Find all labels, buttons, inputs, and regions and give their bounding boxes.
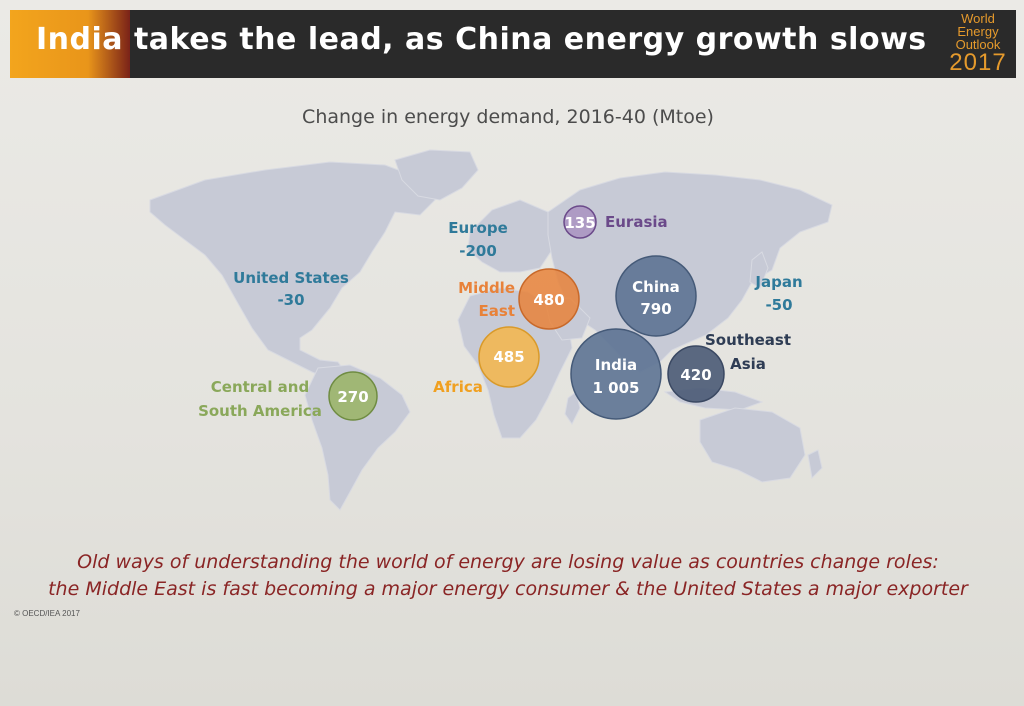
india-name: India [595,356,637,374]
central-south-america-value: 270 [337,388,368,406]
logo-line-1: World [961,11,995,26]
middle-east-bubble [518,268,580,330]
china-value: 790 [640,300,671,318]
india-bubble [570,328,662,420]
southeast-asia-name-line1: Southeast [705,331,791,349]
africa-name: Africa [433,378,483,396]
central-south-america-bubble [328,371,378,421]
middle-east-name-line2: East [479,302,515,320]
eurasia-value: 135 [564,214,595,232]
world-energy-outlook-logo: World Energy Outlook 2017 [948,12,1008,76]
banner-accent [10,10,130,78]
united-states-value: -30 [277,291,304,309]
southeast-asia-value: 420 [680,366,711,384]
copyright-notice: © OECD/IEA 2017 [14,609,80,618]
middle-east-name-line1: Middle [458,279,515,297]
world-landmass [149,149,833,511]
southeast-asia-name-line2: Asia [730,355,766,373]
new-zealand-landmass [807,449,823,480]
map-subtitle: Change in energy demand, 2016-40 (Mtoe) [302,106,714,128]
india-value: 1 005 [593,379,640,397]
china-name: China [632,278,680,296]
central-south-america-name-line2: South America [198,402,322,420]
japan-value: -50 [765,296,792,314]
africa-bubble [478,326,540,388]
china-bubble [615,255,697,337]
header-banner: India takes the lead, as China energy gr… [10,10,1016,78]
united-states-name: United States [233,269,349,287]
japan-landmass [749,251,769,289]
japan-name: Japan [754,273,802,291]
logo-line-2: Energy [957,24,999,39]
logo-year: 2017 [949,49,1007,76]
europe-landmass [467,199,563,273]
africa-value: 485 [493,348,524,366]
caption-line-2: the Middle East is fast becoming a major… [48,578,968,600]
greenland-landmass [394,149,479,201]
logo-line-3: Outlook [955,37,1001,52]
page-title: India takes the lead, as China energy gr… [36,22,927,57]
australia-landmass [699,407,806,483]
southeast-asia-bubble [667,345,725,403]
europe-value: -200 [459,242,497,260]
caption-line-1: Old ways of understanding the world of e… [77,551,939,573]
central-south-america-name-line1: Central and [211,378,309,396]
europe-name: Europe [448,219,508,237]
eurasia-bubble [563,205,597,239]
eurasia-name: Eurasia [605,213,668,231]
middle-east-value: 480 [533,291,564,309]
